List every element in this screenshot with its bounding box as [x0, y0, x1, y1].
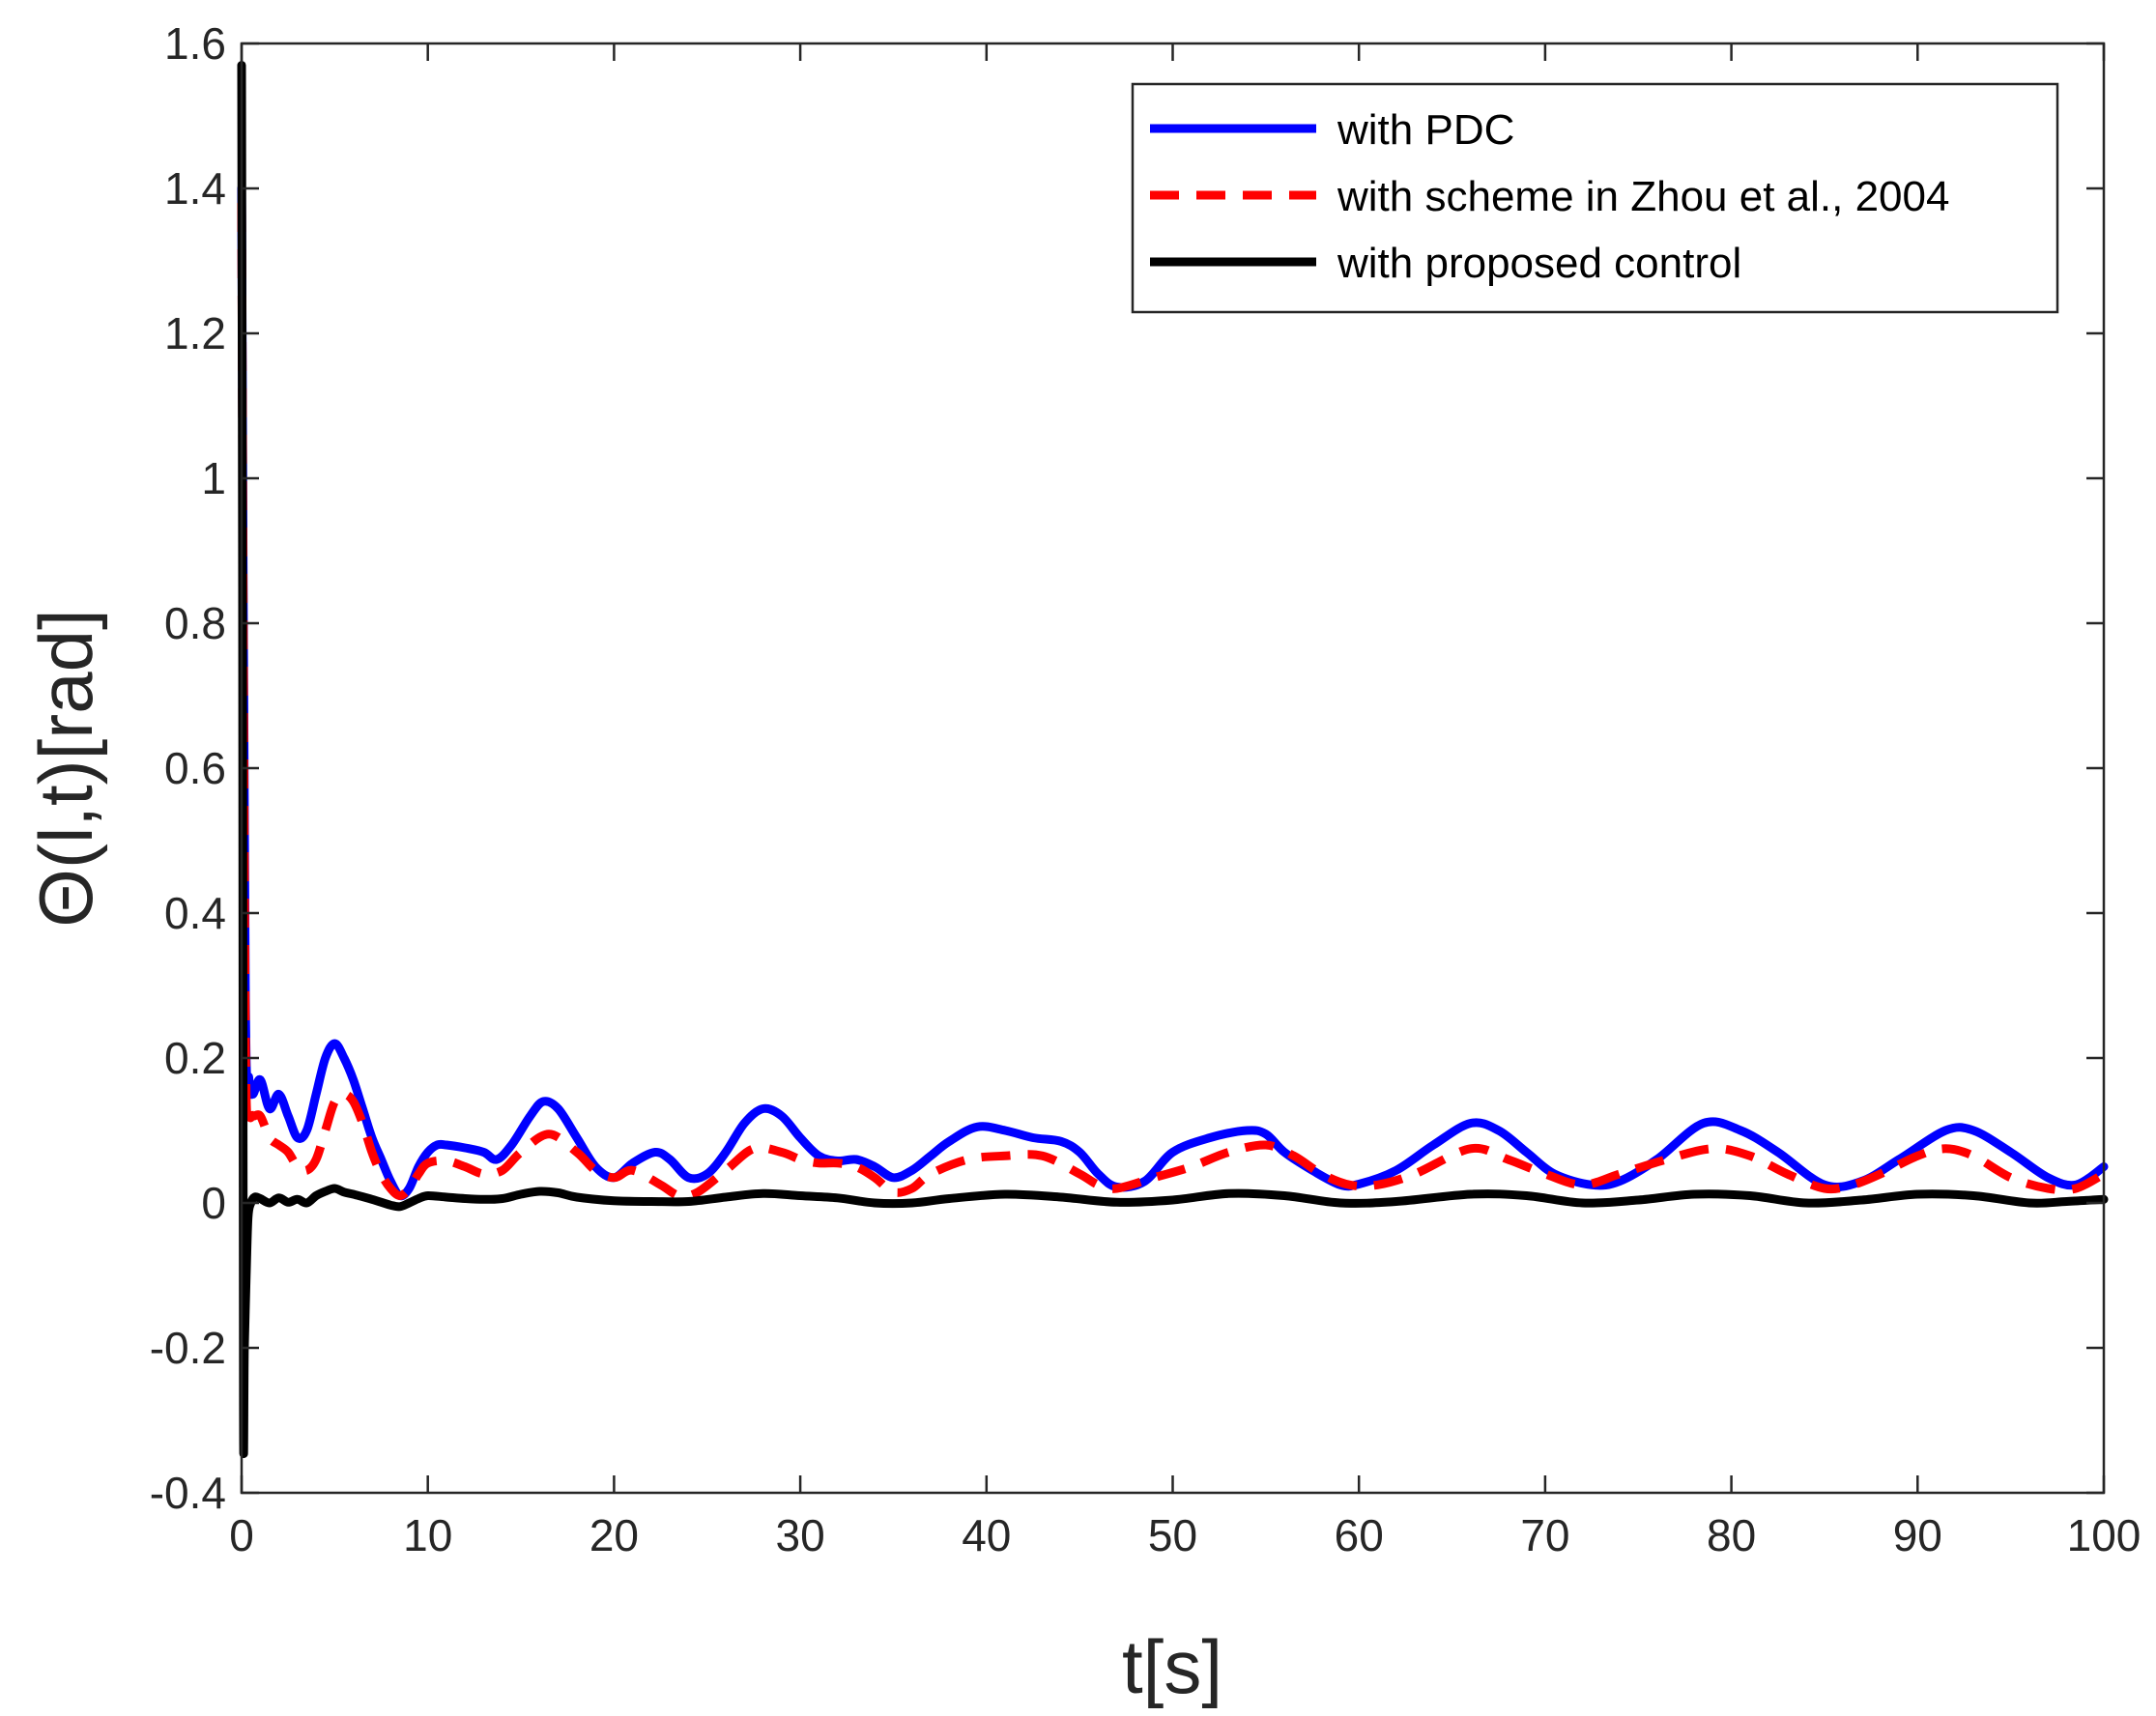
x-tick-label: 60: [1335, 1510, 1384, 1560]
x-axis-title: t[s]: [1122, 1624, 1222, 1709]
series-line-pdc: [237, 184, 2109, 1201]
legend-label-zhou: with scheme in Zhou et al., 2004: [1337, 173, 1949, 220]
x-tick-label: 10: [403, 1510, 452, 1560]
x-tick-label: 20: [589, 1510, 639, 1560]
series-layer: [237, 61, 2109, 1459]
y-tick-label: 1: [201, 453, 226, 503]
legend-label-pdc: with PDC: [1337, 106, 1514, 154]
legend: with PDC with scheme in Zhou et al., 200…: [1131, 82, 2059, 314]
ticks-layer: 0 10 20 30 40 50 60 70 80 90 100 -0.4 -0.2 0 0.2 0.4 0.6…: [150, 18, 2142, 1560]
y-tick-label: 0.2: [164, 1033, 226, 1083]
series-line-proposed: [237, 61, 2109, 1459]
y-tick-label: -0.4: [150, 1468, 226, 1518]
legend-label-proposed: with proposed control: [1337, 240, 1741, 287]
x-tick-label: 100: [2067, 1510, 2142, 1560]
y-tick-label: 0.8: [164, 598, 226, 648]
y-tick-label: 0: [201, 1178, 226, 1228]
x-tick-label: 40: [962, 1510, 1011, 1560]
axes-box: [240, 42, 2106, 1495]
y-tick-label: -0.2: [150, 1323, 226, 1373]
series-line-zhou: [237, 202, 2107, 1201]
legend-box: [1131, 82, 2059, 314]
y-tick-label: 1.4: [164, 163, 226, 214]
x-tick-label: 80: [1707, 1510, 1756, 1560]
x-tick-label: 50: [1148, 1510, 1197, 1560]
y-tick-label: 1.2: [164, 308, 226, 358]
x-tick-label: 90: [1893, 1510, 1942, 1560]
y-axis-title: Θ(l,t)[rad]: [23, 609, 108, 927]
x-tick-label: 0: [229, 1510, 254, 1560]
y-tick-label: 1.6: [164, 18, 226, 69]
x-tick-label: 70: [1520, 1510, 1569, 1560]
y-tick-label: 0.6: [164, 743, 226, 793]
y-tick-label: 0.4: [164, 888, 226, 938]
x-tick-label: 30: [776, 1510, 825, 1560]
